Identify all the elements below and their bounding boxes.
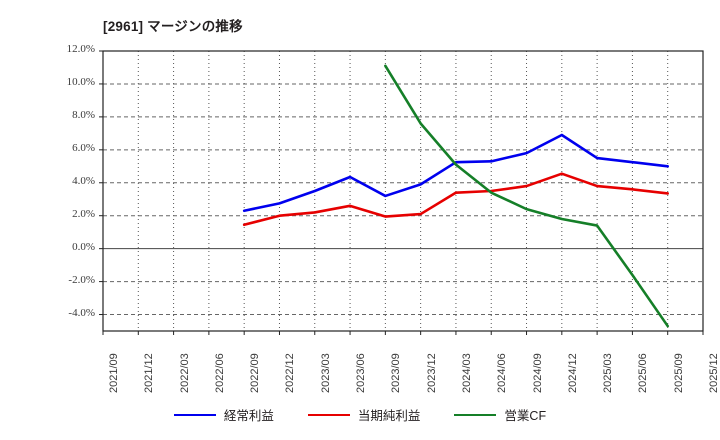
y-axis-tick-label: 4.0% [72,174,95,187]
chart-legend: 経常利益 当期純利益 営業CF [0,405,720,424]
x-axis-tick-label: 2022/06 [213,353,226,393]
legend-label: 当期純利益 [357,409,421,423]
x-axis-tick-label: 2022/09 [249,353,262,393]
legend-line-icon [454,413,497,416]
x-axis-tick-label: 2025/06 [637,353,650,393]
y-axis-tick-label: 2.0% [72,207,95,220]
plot-border [99,50,704,335]
series-lines [242,64,670,328]
x-axis-tick-label: 2025/03 [602,353,615,393]
legend-item: 当期純利益 [307,405,421,424]
y-axis-tick-label: 10.0% [66,75,95,88]
x-axis-tick-label: 2024/03 [460,353,473,393]
x-axis-tick-label: 2021/12 [143,353,156,393]
x-axis-tick-label: 2023/12 [425,353,438,393]
legend-line-icon [307,413,350,416]
x-axis-tick-label: 2024/12 [566,353,579,393]
y-axis-tick-label: 0.0% [72,240,95,253]
series-line [242,133,670,213]
y-axis-tick-label: 8.0% [72,108,95,121]
y-axis-tick-label: 12.0% [66,43,95,55]
x-axis-tick-label: 2023/09 [390,353,403,393]
x-axis-tick-label: 2024/06 [496,353,509,393]
legend-label: 営業CF [504,409,547,423]
chart-title: [2961] マージンの推移 [103,19,243,34]
legend-item: 経常利益 [173,405,274,424]
x-axis-tick-label: 2021/09 [108,353,120,393]
y-axis-tick-label: -2.0% [68,273,95,286]
x-axis-tick-label: 2022/03 [178,353,191,393]
x-axis-tick-label: 2025/09 [672,353,685,393]
x-axis-tick-label: 2025/12 [708,353,720,393]
y-axis-tick-label: -4.0% [68,306,95,319]
x-axis-tick-label: 2024/09 [531,353,544,393]
plot-frame [102,50,704,332]
series-line [242,172,670,227]
legend-label: 経常利益 [223,409,274,423]
x-axis-tick-label: 2022/12 [284,353,297,393]
series-line [384,64,670,328]
x-axis-tick-label: 2023/03 [319,353,332,393]
y-axis-tick-label: 6.0% [72,141,95,154]
legend-line-icon [173,413,216,416]
x-axis-tick-label: 2023/06 [355,353,368,393]
legend-item: 営業CF [454,405,546,424]
